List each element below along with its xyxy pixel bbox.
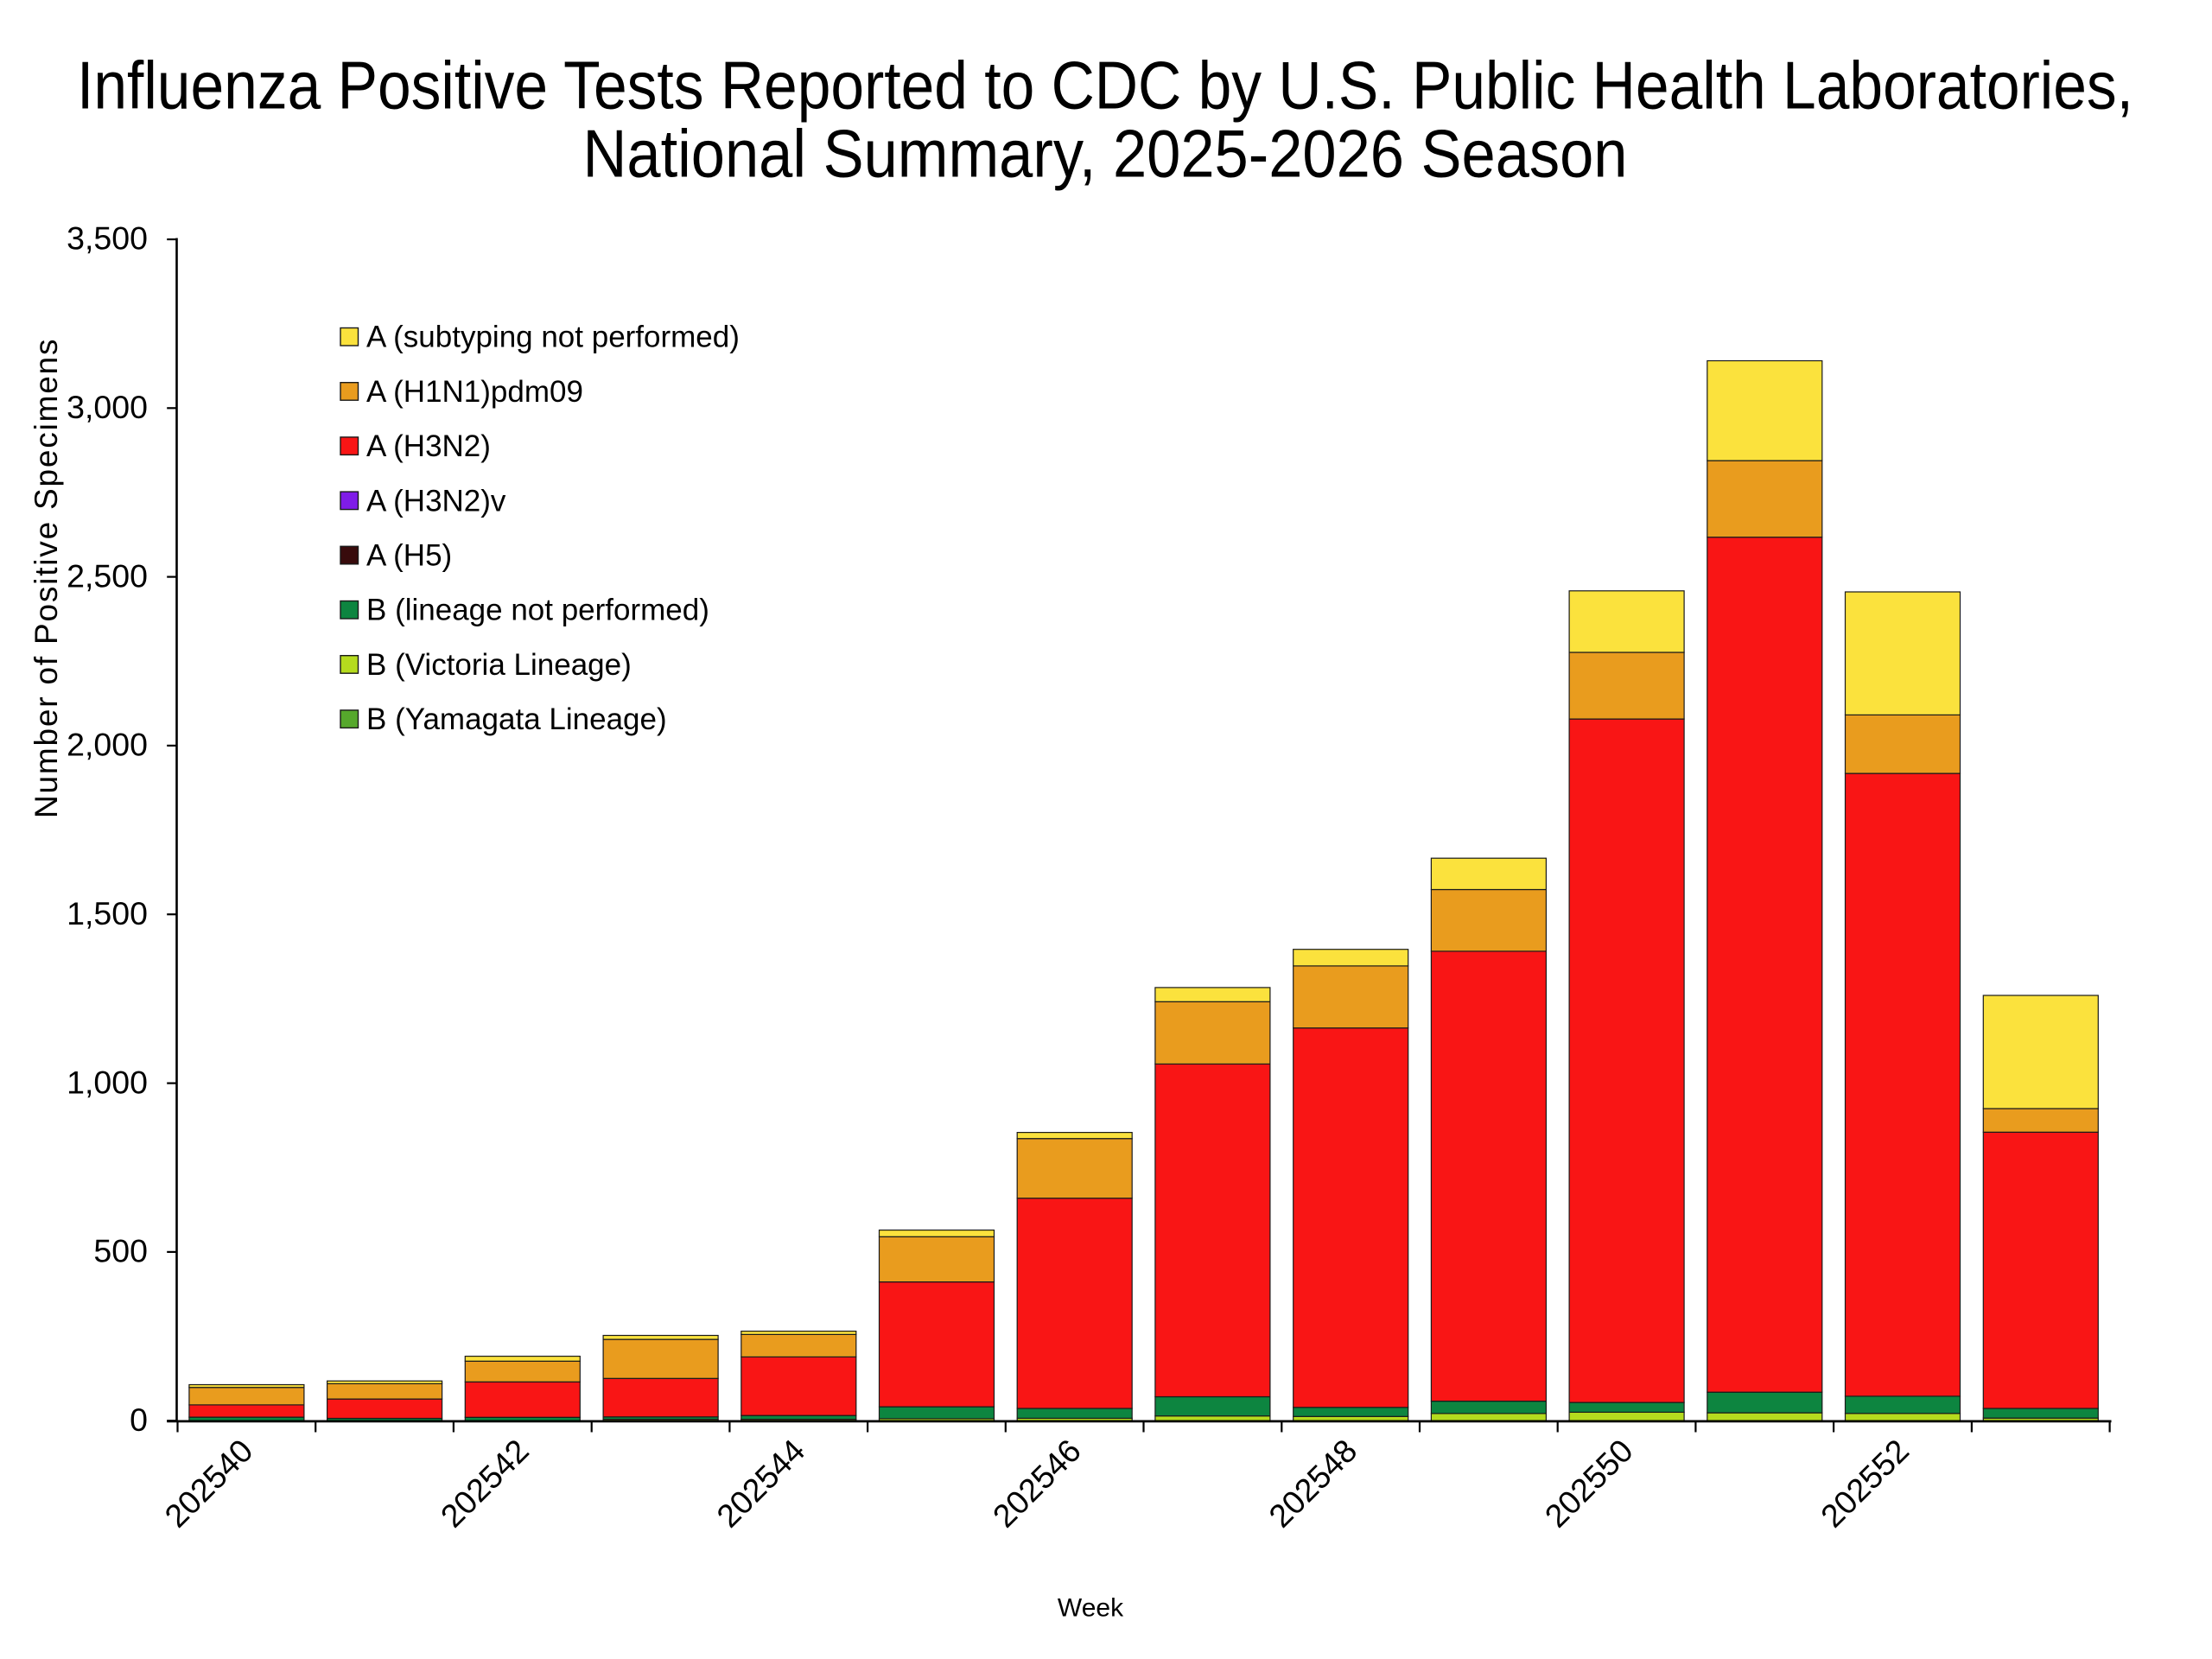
svg-text:A (subtyping not performed): A (subtyping not performed) [366,321,740,354]
svg-text:1,500: 1,500 [67,895,148,931]
svg-text:Week: Week [1058,1594,1124,1623]
svg-text:A (H3N2): A (H3N2) [366,429,491,463]
svg-text:1,000: 1,000 [67,1064,148,1100]
svg-text:A (H1N1)pdm09: A (H1N1)pdm09 [366,375,583,409]
svg-text:B (Victoria Lineage): B (Victoria Lineage) [366,648,632,682]
svg-text:2,000: 2,000 [67,727,148,763]
svg-text:A (H5): A (H5) [366,539,452,573]
svg-text:3,500: 3,500 [67,220,148,257]
svg-text:Influenza Positive Tests Repor: Influenza Positive Tests Reported to CDC… [77,47,2133,123]
svg-text:3,000: 3,000 [67,389,148,425]
svg-text:0: 0 [130,1402,148,1438]
svg-text:National Summary, 2025-2026 Se: National Summary, 2025-2026 Season [583,116,1628,192]
svg-text:A (H3N2)v: A (H3N2)v [366,484,506,518]
svg-text:2,500: 2,500 [67,557,148,594]
svg-text:B (Yamagata Lineage): B (Yamagata Lineage) [366,702,667,736]
svg-text:B (lineage not performed): B (lineage not performed) [366,594,709,627]
svg-text:500: 500 [93,1233,148,1269]
svg-text:Number of Positive Specimens: Number of Positive Specimens [29,338,64,818]
